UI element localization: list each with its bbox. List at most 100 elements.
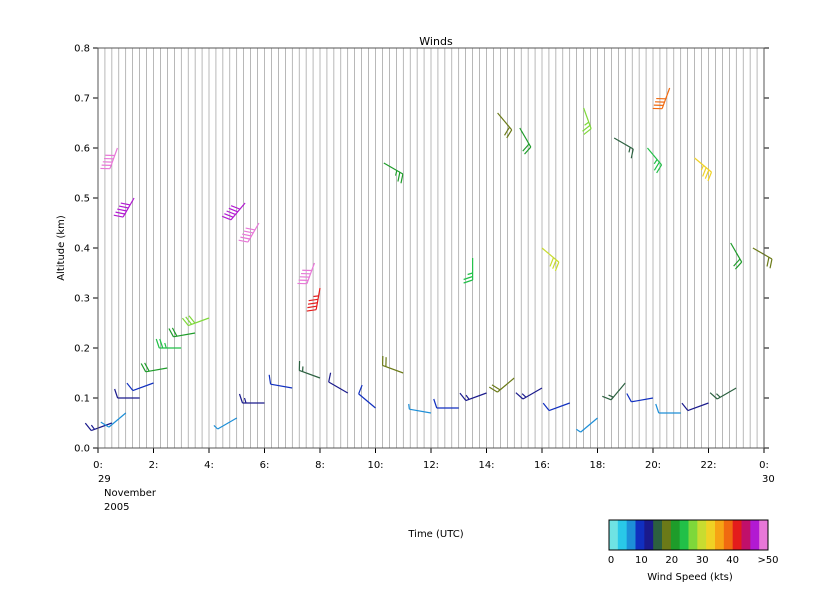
barb-shaft [541, 247, 560, 263]
colorbar-frame [608, 519, 769, 551]
wind-barb [168, 327, 196, 338]
colorbar-swatch [626, 520, 636, 550]
barb-feather [459, 392, 467, 401]
x-tick-label: 0: [759, 460, 769, 471]
barb-feather [140, 363, 147, 373]
barb-shaft [694, 157, 712, 173]
barb-feather [626, 393, 632, 403]
colorbar-swatch [662, 520, 672, 550]
barb-feather [552, 259, 557, 269]
wind-barb [126, 382, 154, 392]
wind-barb [114, 388, 140, 399]
barb-shaft [497, 377, 515, 393]
wind-barb [181, 315, 210, 327]
wind-barb [113, 197, 135, 218]
wind-barb [652, 87, 671, 110]
barb-feather [171, 327, 178, 337]
barb-shaft [383, 162, 404, 175]
wind-barb [408, 403, 432, 414]
barb-feather [240, 236, 250, 240]
barb-feather [113, 214, 124, 218]
barb-shaft [519, 127, 532, 148]
barb-shaft [108, 412, 127, 428]
wind-barb [100, 147, 118, 170]
barb-feather [656, 164, 663, 174]
barb-feather [506, 129, 513, 139]
barb-feather [582, 124, 591, 132]
colorbar-swatch [723, 520, 734, 550]
barb-feather [238, 239, 249, 243]
wind-barb [381, 355, 404, 374]
barb-feather [228, 207, 238, 213]
chart-title: Winds [419, 35, 453, 48]
barb-feather [681, 402, 689, 411]
barb-feather [221, 215, 232, 221]
barb-shaft [188, 317, 210, 327]
barb-feather [126, 382, 134, 391]
barb-feather [463, 275, 473, 281]
barb-feather [185, 316, 193, 325]
barb-feather [226, 210, 236, 216]
barb-shaft [631, 397, 654, 403]
barb-feather [542, 402, 550, 411]
colorbar-swatch [750, 520, 760, 550]
wind-barb [646, 147, 663, 174]
wind-barb [383, 162, 404, 184]
barb-shaft [315, 287, 321, 310]
barb-feather [702, 167, 707, 177]
barb-shaft [299, 369, 321, 379]
y-tick-label: 0.7 [74, 94, 90, 105]
barb-feather [268, 374, 272, 385]
barb-feather [433, 398, 438, 409]
barb-feather [230, 205, 241, 210]
colorbar-swatch [679, 520, 689, 550]
wind-barb [542, 402, 570, 412]
x-tick-label: 20: [645, 460, 661, 471]
wind-barb [100, 412, 127, 428]
barb-feather [630, 148, 634, 159]
colorbar-swatch [635, 520, 645, 550]
barb-half-feather [313, 295, 319, 298]
y-tick-label: 0.3 [74, 294, 90, 305]
colorbar-swatch [759, 520, 769, 550]
barb-half-feather [243, 397, 247, 404]
y-tick-label: 0.1 [74, 394, 90, 405]
wind-barb [84, 422, 113, 432]
x-tick-label: 14: [478, 460, 494, 471]
y-tick-label: 0.0 [74, 444, 90, 455]
barb-half-feather [465, 394, 470, 400]
barb-feather [308, 298, 319, 302]
barb-half-feather [395, 170, 398, 176]
wind-barb [497, 112, 513, 139]
barb-shaft [610, 382, 626, 401]
wind-barb [694, 157, 713, 182]
y-tick-label: 0.8 [74, 44, 90, 55]
colorbar-tick-label: 40 [726, 555, 739, 566]
wind-barb [306, 287, 321, 312]
barb-feather [245, 227, 256, 231]
barb-half-feather [90, 424, 95, 430]
barb-half-feather [408, 403, 410, 410]
wind-barb [541, 247, 560, 272]
date-day-end: 30 [762, 474, 775, 485]
barb-shaft [730, 242, 743, 263]
barb-half-feather [213, 424, 219, 430]
barb-feather [155, 338, 160, 349]
barb-shaft [306, 262, 316, 284]
barb-shaft [328, 381, 349, 394]
barb-feather [400, 173, 404, 184]
barb-feather [84, 422, 92, 431]
barb-shaft [646, 147, 663, 166]
y-tick-label: 0.2 [74, 344, 90, 355]
plot-frame [97, 47, 765, 449]
wind-barbs [84, 87, 773, 433]
barb-feather [159, 338, 164, 349]
barb-feather [168, 328, 174, 338]
barb-feather [188, 315, 196, 324]
colorbar-swatch [670, 520, 681, 550]
wind-barb [140, 362, 168, 373]
barb-half-feather [716, 393, 721, 398]
colorbar-label: Wind Speed (kts) [647, 572, 733, 583]
colorbar-swatch [706, 520, 716, 550]
